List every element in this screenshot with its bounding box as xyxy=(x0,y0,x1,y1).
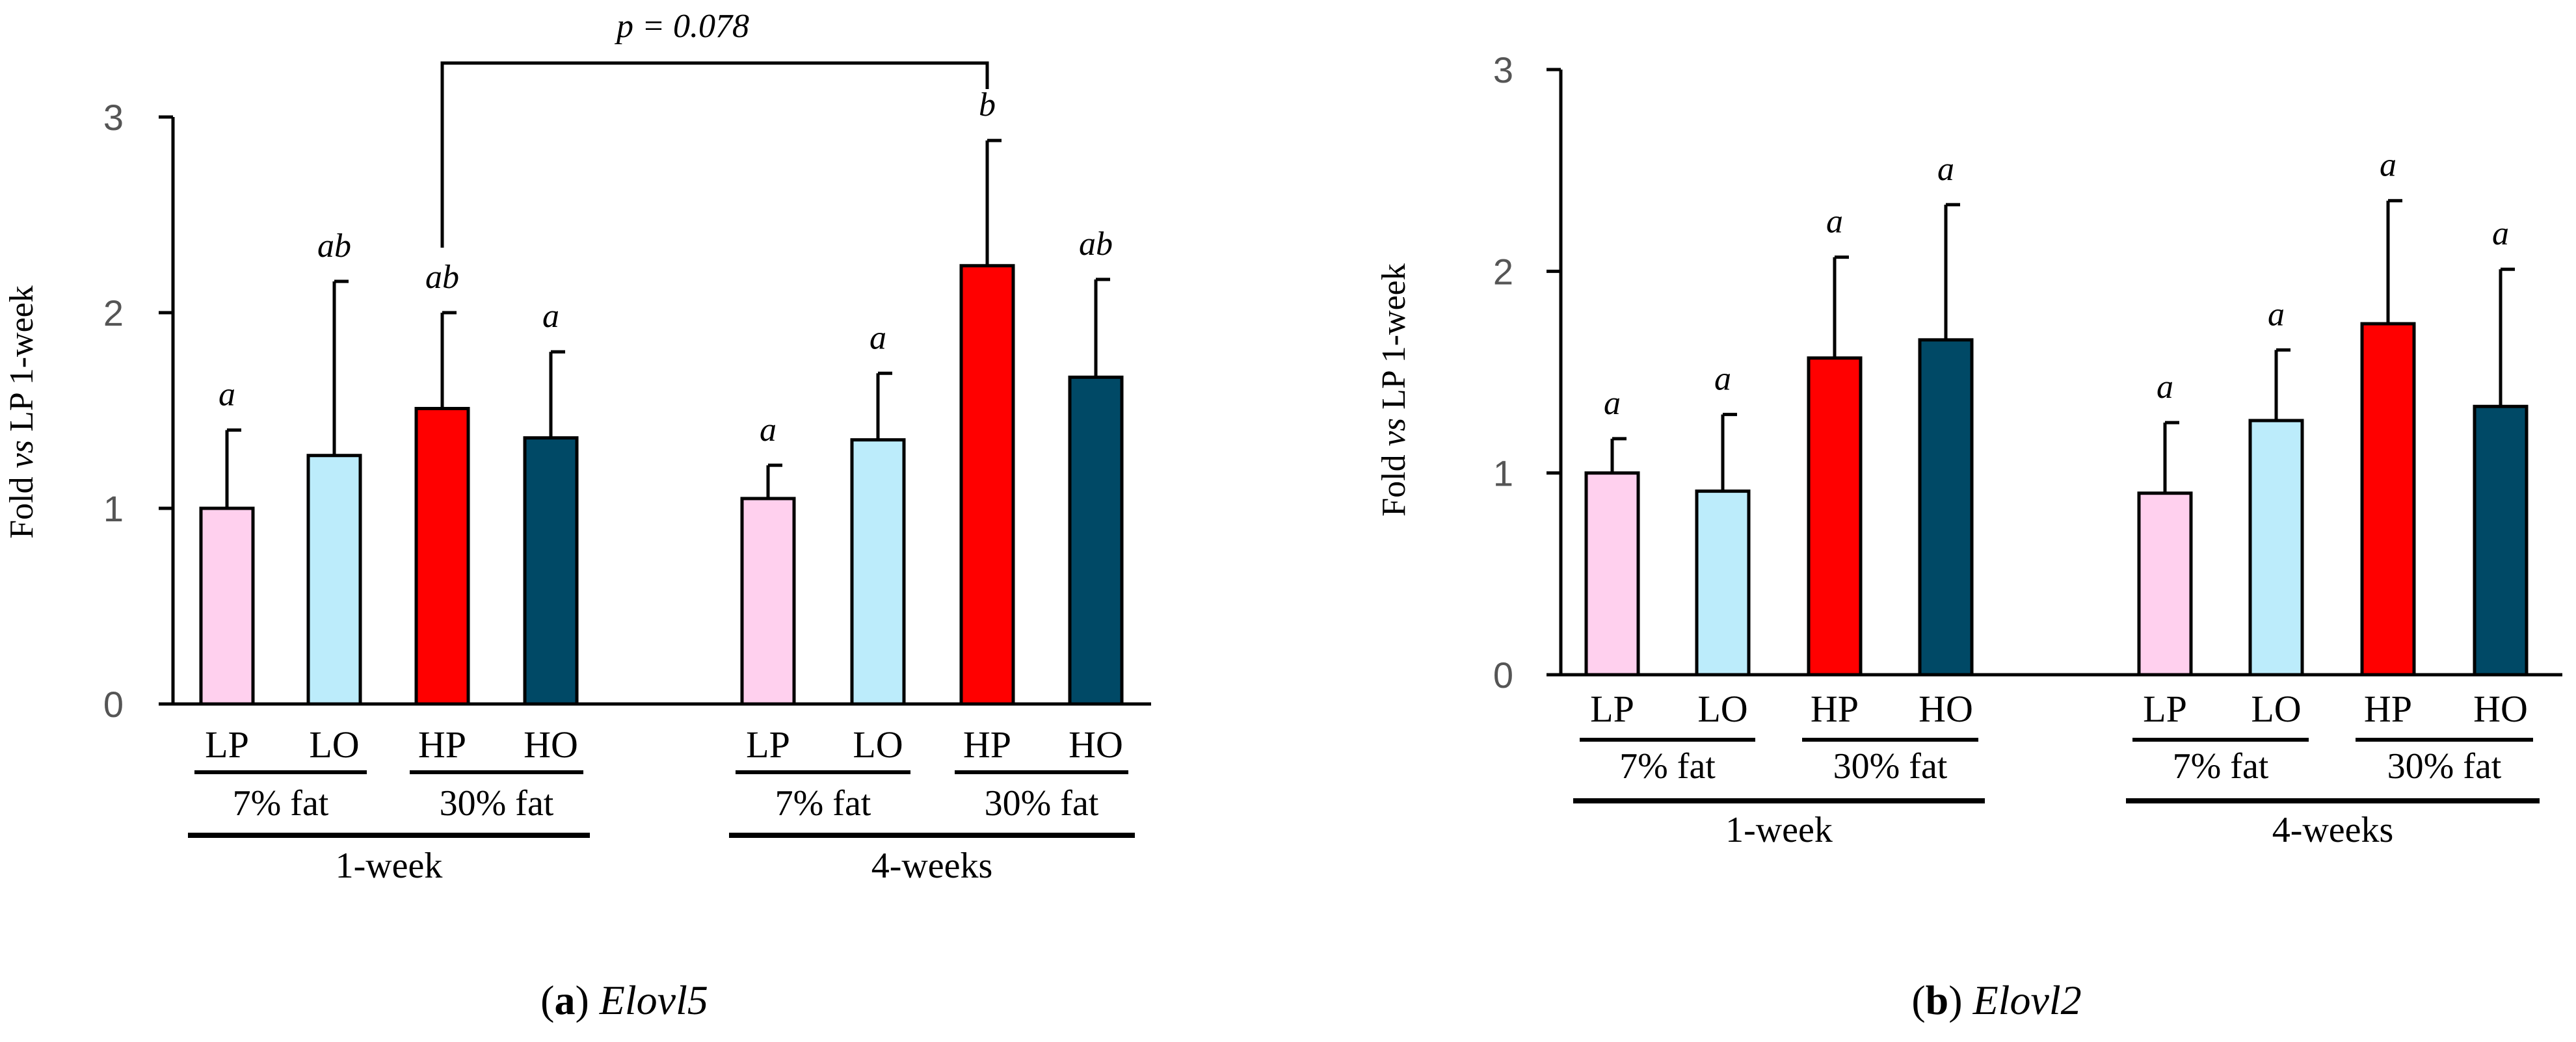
fat-label: 30% fat xyxy=(1833,746,1948,787)
bar-lo-1week[interactable] xyxy=(306,454,362,706)
significance-letter: a xyxy=(1826,203,1843,241)
y-tick-label: 3 xyxy=(1493,49,1513,90)
category-label: HO xyxy=(524,723,578,766)
category-label: LO xyxy=(853,723,903,766)
bar-hp-4weeks[interactable] xyxy=(2360,322,2416,677)
bar-hp-1week[interactable] xyxy=(1807,356,1863,677)
significance-letter: a xyxy=(542,298,559,335)
category-label: HO xyxy=(1069,723,1123,766)
significance-letter: a xyxy=(1714,361,1731,398)
bar-lo-1week[interactable] xyxy=(1695,489,1751,677)
significance-letter: a xyxy=(760,411,777,449)
time-group-label: 1-week xyxy=(1725,810,1833,850)
y-tick-label: 1 xyxy=(103,488,124,529)
bar-lp-4weeks[interactable] xyxy=(2137,491,2193,677)
significance-letter: a xyxy=(2492,215,2509,252)
y-tick-label: 0 xyxy=(103,684,124,725)
bar-hp-4weeks[interactable] xyxy=(959,264,1015,706)
bar-ho-1week[interactable] xyxy=(1918,338,1974,677)
y-tick-label: 3 xyxy=(103,97,124,138)
significance-letter: a xyxy=(2157,369,2173,406)
category-label: HO xyxy=(1919,688,1973,730)
significance-letter: a xyxy=(1937,151,1954,188)
panel-b-elovl2: 0 1 2 3 Fold vs LP 1-week a LP a LO a HP a HO 7% fat 3… xyxy=(1375,49,2562,1023)
bar-ho-1week[interactable] xyxy=(523,436,579,706)
category-label: HP xyxy=(1811,688,1859,730)
bar-ho-4weeks[interactable] xyxy=(2473,404,2529,677)
category-label: LP xyxy=(2143,688,2187,730)
panel-caption: (b) Elovl2 xyxy=(1911,977,2081,1023)
bar-ho-4weeks[interactable] xyxy=(1068,375,1124,706)
category-label: LO xyxy=(1697,688,1747,730)
y-axis-label: Fold vs LP 1-week xyxy=(3,285,40,539)
significance-letter: a xyxy=(870,319,886,356)
bar-lp-1week[interactable] xyxy=(1584,471,1640,677)
category-label: HP xyxy=(963,723,1011,766)
significance-letter: a xyxy=(2380,147,2397,184)
category-label: HP xyxy=(2364,688,2412,730)
category-label: LO xyxy=(309,723,359,766)
category-label: HP xyxy=(418,723,466,766)
panel-caption: (a) Elovl5 xyxy=(540,977,708,1023)
significance-letter: a xyxy=(2268,296,2285,333)
y-tick-label: 2 xyxy=(103,293,124,333)
bar-lp-1week[interactable] xyxy=(199,506,255,706)
fat-label: 7% fat xyxy=(233,783,329,824)
y-axis-label: Fold vs LP 1-week xyxy=(1375,263,1413,517)
fat-label: 7% fat xyxy=(2173,746,2269,787)
significance-letter: ab xyxy=(317,228,351,265)
significance-letter: b xyxy=(979,86,996,124)
time-group-label: 4-weeks xyxy=(2272,810,2394,850)
fat-label: 30% fat xyxy=(440,783,554,824)
significance-letter: ab xyxy=(425,259,459,296)
bar-lo-4weeks[interactable] xyxy=(850,438,906,706)
y-tick-label: 0 xyxy=(1493,655,1513,696)
category-label: LP xyxy=(205,723,249,766)
significance-letter: ab xyxy=(1079,226,1113,263)
bar-hp-1week[interactable] xyxy=(414,406,470,706)
category-label: LP xyxy=(1590,688,1634,730)
significance-letter: a xyxy=(219,376,235,413)
y-tick-label: 1 xyxy=(1493,453,1513,494)
bar-lo-4weeks[interactable] xyxy=(2248,419,2304,677)
category-label: LP xyxy=(746,723,790,766)
fat-label: 7% fat xyxy=(1619,746,1716,787)
significance-letter: a xyxy=(1604,385,1621,422)
time-group-label: 1-week xyxy=(336,846,443,886)
p-value-annotation: p = 0.078 xyxy=(614,8,749,45)
category-label: HO xyxy=(2473,688,2528,730)
category-label: LO xyxy=(2251,688,2301,730)
fat-label: 30% fat xyxy=(985,783,1099,824)
significance-bracket xyxy=(440,61,989,248)
fat-label: 30% fat xyxy=(2387,746,2502,787)
fat-label: 7% fat xyxy=(775,783,871,824)
time-group-label: 4-weeks xyxy=(871,846,993,886)
y-tick-label: 2 xyxy=(1493,251,1513,292)
bar-lp-4weeks[interactable] xyxy=(740,497,796,706)
